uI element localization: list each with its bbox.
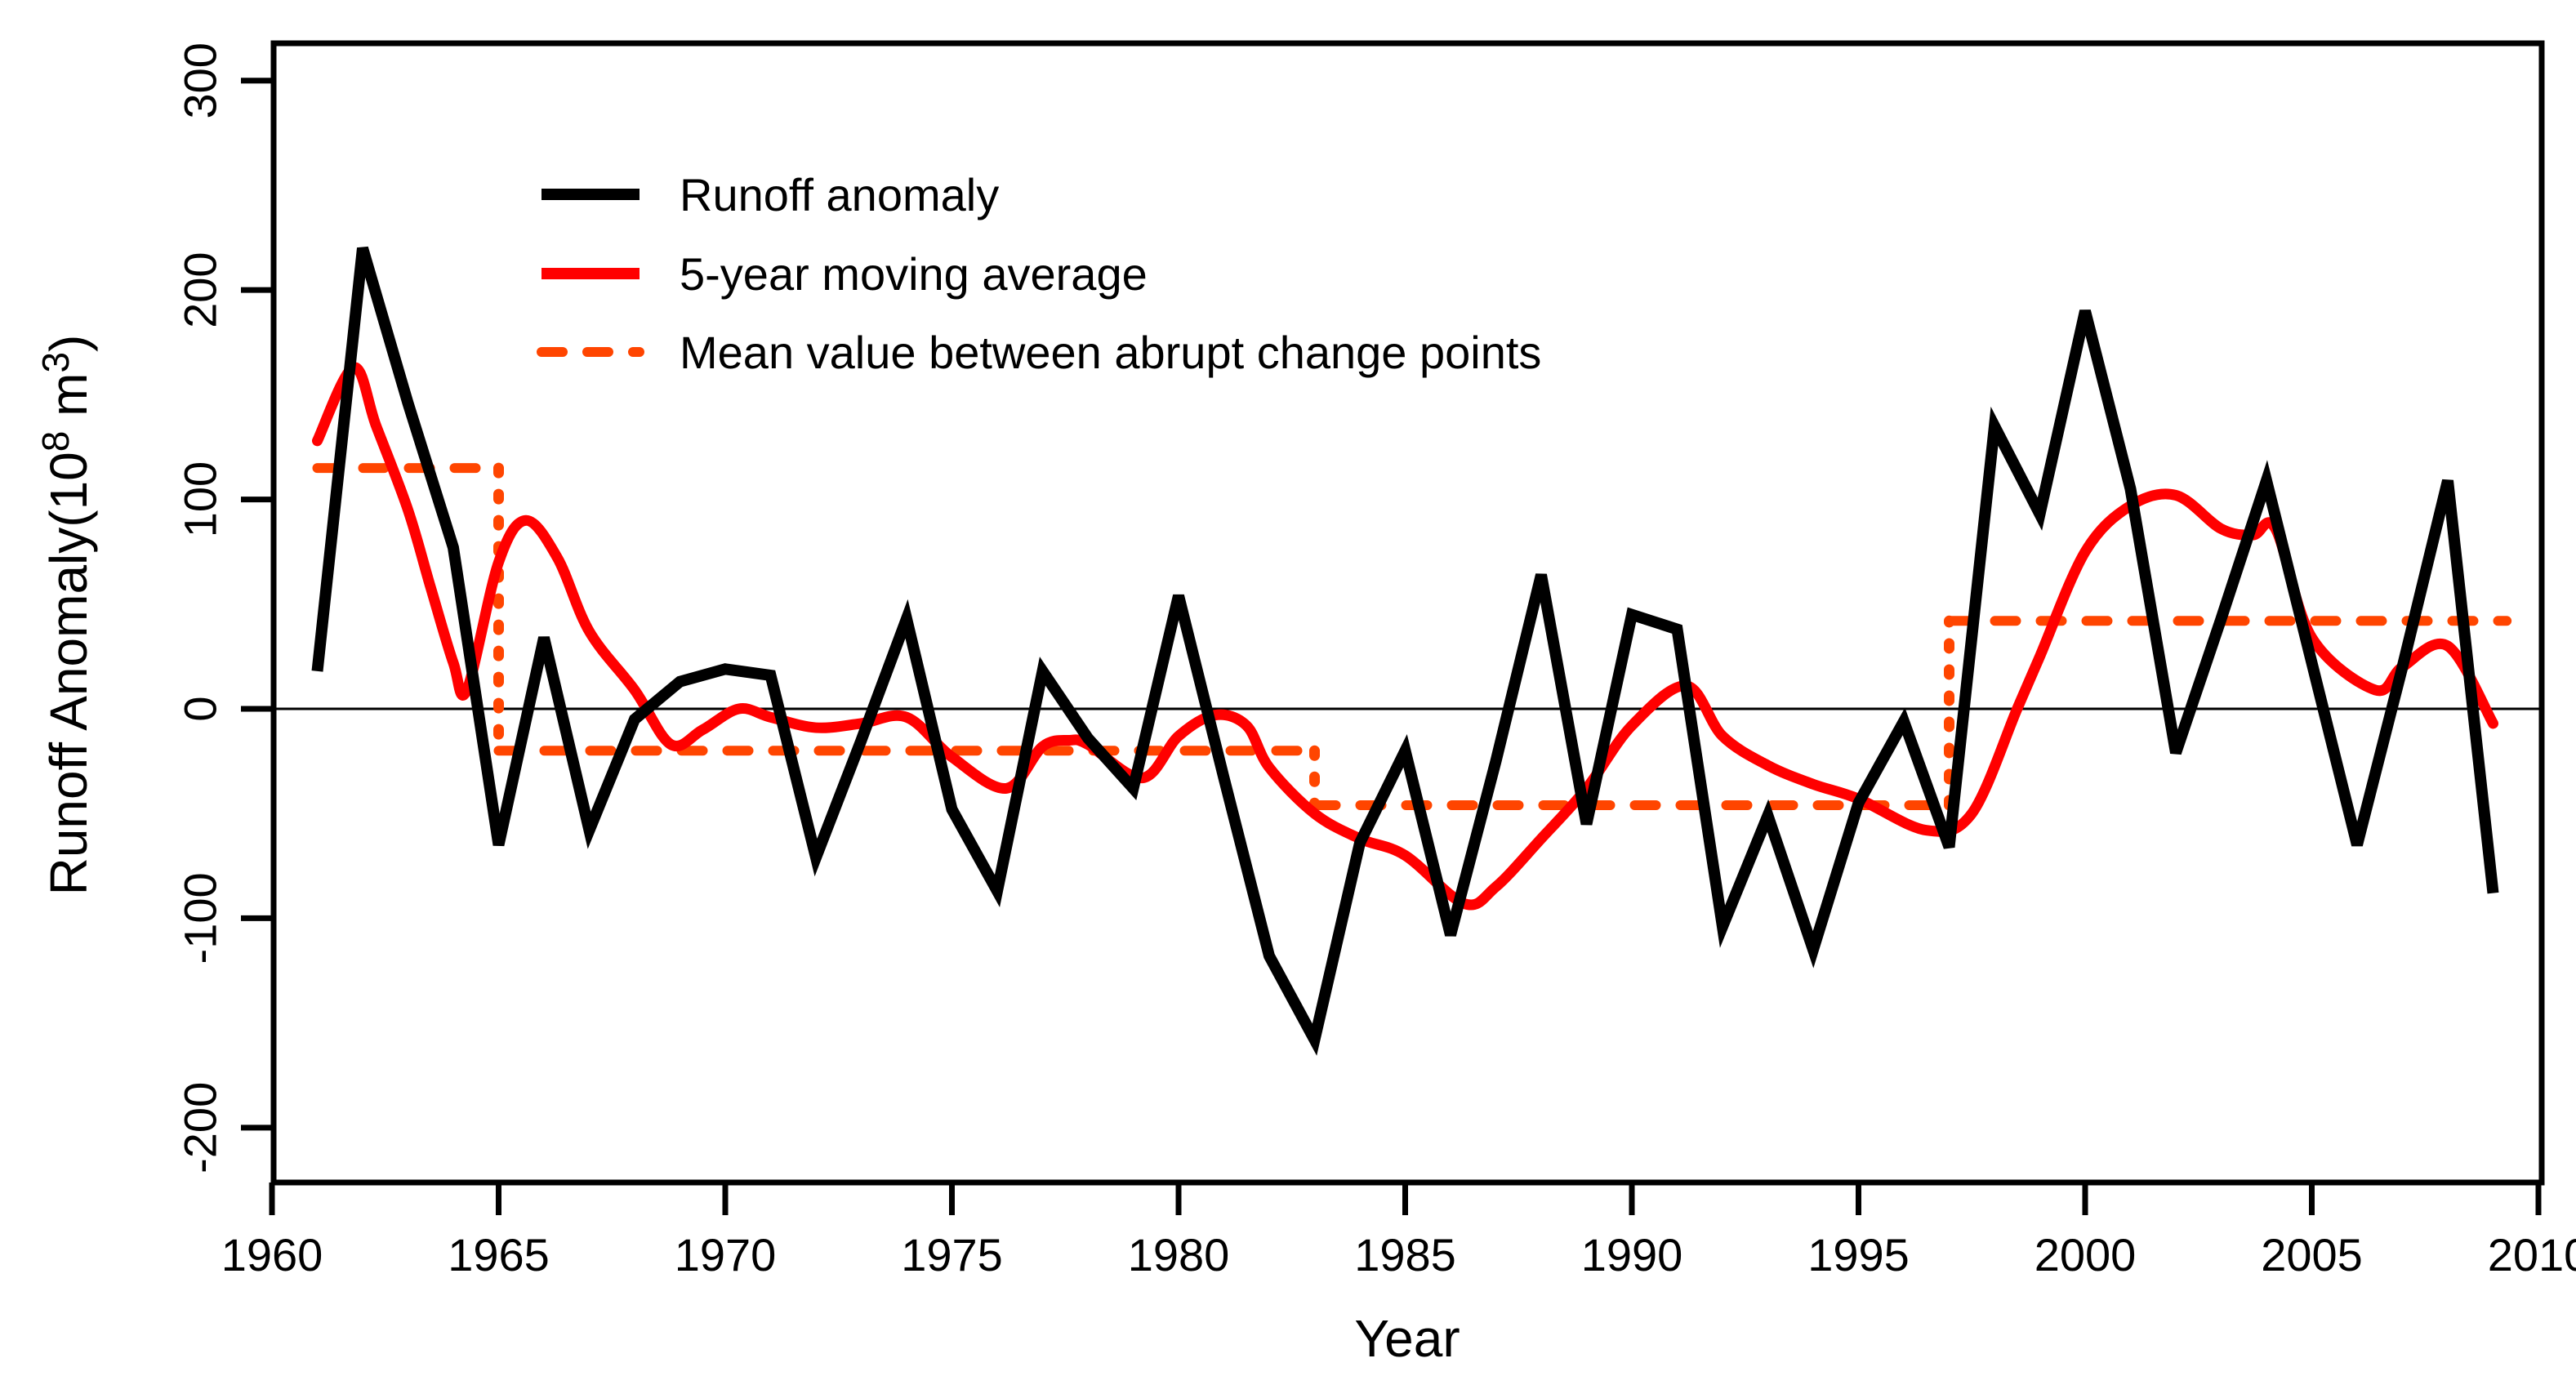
y-axis-title: Runoff Anomaly(108 m3): [34, 335, 98, 896]
mean-step-line: [312, 463, 2512, 810]
plot-border: [270, 40, 2545, 1186]
x-tick-label: 2000: [2035, 1229, 2137, 1280]
x-tick-label: 1960: [221, 1229, 323, 1280]
series-group: [311, 246, 2512, 1056]
plot-border-group: [270, 40, 2545, 1186]
y-axis-title-m: m: [39, 373, 98, 431]
x-tick-label: 1980: [1128, 1229, 1230, 1280]
runoff-anomaly-line: [311, 246, 2499, 1056]
x-tick-label: 2005: [2261, 1229, 2363, 1280]
x-tick-label: 1985: [1354, 1229, 1456, 1280]
mean-step-change-point-connector: [493, 462, 1954, 811]
y-tick-label: -100: [175, 872, 226, 964]
legend-item-moving-average: 5-year moving average: [541, 248, 1148, 300]
y-axis-title-sup3: 3: [34, 352, 77, 373]
y-tick-label: 0: [175, 696, 226, 721]
x-tick-label: 2010: [2488, 1229, 2576, 1280]
chart-legend: Runoff anomaly 5-year moving average Mea…: [537, 169, 1541, 378]
plot-canvas: 1960 1965 1970 1975 1980 1985 1990 1995 2000 2005…: [34, 40, 2576, 1368]
legend-item-label: Runoff anomaly: [680, 169, 999, 220]
legend-item-label: Mean value between abrupt change points: [680, 327, 1541, 378]
x-axis: 1960 1965 1970 1975 1980 1985 1990 1995 2000 2005…: [221, 1182, 2576, 1280]
y-axis: 300 200 100 0 -100 -200: [175, 42, 274, 1174]
legend-item-runoff: Runoff anomaly: [541, 169, 999, 220]
moving-average-line: [312, 362, 2498, 911]
y-tick-label: -200: [175, 1082, 226, 1174]
y-tick-label: 100: [175, 461, 226, 537]
y-axis-title-sup8: 8: [34, 431, 77, 452]
x-axis-title: Year: [1354, 1309, 1460, 1368]
y-axis-title-main: Runoff Anomaly(10: [39, 452, 98, 895]
x-tick-label: 1965: [448, 1229, 550, 1280]
y-tick-label: 300: [175, 42, 226, 118]
y-axis-title-close: ): [39, 335, 98, 352]
y-tick-label: 200: [175, 252, 226, 327]
x-tick-label: 1995: [1807, 1229, 1910, 1280]
legend-item-label: 5-year moving average: [680, 248, 1148, 300]
x-tick-label: 1975: [901, 1229, 1003, 1280]
runoff-anomaly-chart: 1960 1965 1970 1975 1980 1985 1990 1995 2000 2005…: [33, 13, 2576, 1381]
x-tick-label: 1990: [1581, 1229, 1683, 1280]
legend-item-mean-steps: Mean value between abrupt change points: [537, 327, 1541, 378]
x-tick-label: 1970: [675, 1229, 777, 1280]
